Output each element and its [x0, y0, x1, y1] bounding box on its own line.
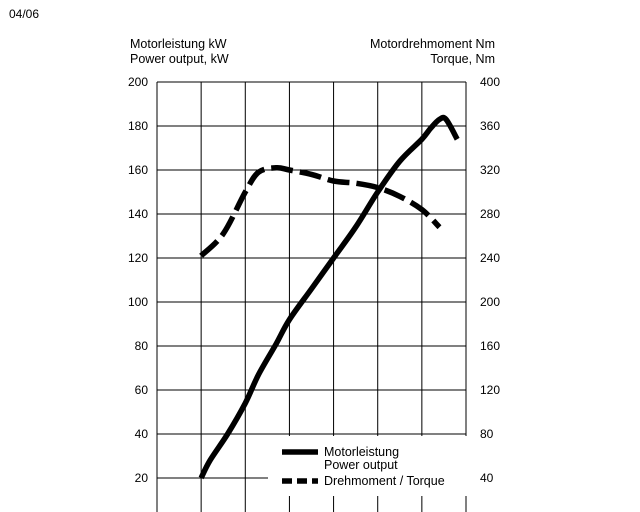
left-axis-tick-label: 60 — [135, 383, 149, 397]
right-axis-tick-label: 360 — [480, 119, 500, 133]
left-axis-ticks: 200 180 160 140 120 100 80 60 40 20 — [128, 75, 148, 485]
chart-lines — [201, 118, 457, 478]
power-output-line — [201, 118, 457, 478]
left-axis-tick-label: 140 — [128, 207, 148, 221]
left-axis-tick-label: 200 — [128, 75, 148, 89]
right-axis-tick-label: 80 — [480, 427, 494, 441]
right-axis-tick-label: 200 — [480, 295, 500, 309]
torque-line — [201, 168, 439, 256]
left-axis-tick-label: 20 — [135, 471, 149, 485]
left-axis-tick-label: 40 — [135, 427, 149, 441]
left-axis-tick-label: 100 — [128, 295, 148, 309]
right-axis-tick-label: 120 — [480, 383, 500, 397]
legend-torque-label: Drehmoment / Torque — [324, 474, 445, 488]
right-axis-tick-label: 240 — [480, 251, 500, 265]
right-axis-tick-label: 320 — [480, 163, 500, 177]
right-axis-tick-label: 160 — [480, 339, 500, 353]
left-axis-tick-label: 180 — [128, 119, 148, 133]
right-axis-tick-label: 400 — [480, 75, 500, 89]
chart-legend: Motorleistung Power output Drehmoment / … — [268, 436, 474, 496]
right-axis-ticks: 400 360 320 280 240 200 160 120 80 40 — [480, 75, 500, 485]
right-axis-tick-label: 280 — [480, 207, 500, 221]
left-axis-tick-label: 160 — [128, 163, 148, 177]
legend-power-label-de: Motorleistung — [324, 445, 399, 459]
right-axis-tick-label: 40 — [480, 471, 494, 485]
left-axis-tick-label: 80 — [135, 339, 149, 353]
left-axis-tick-label: 120 — [128, 251, 148, 265]
legend-power-label-en: Power output — [324, 458, 398, 472]
